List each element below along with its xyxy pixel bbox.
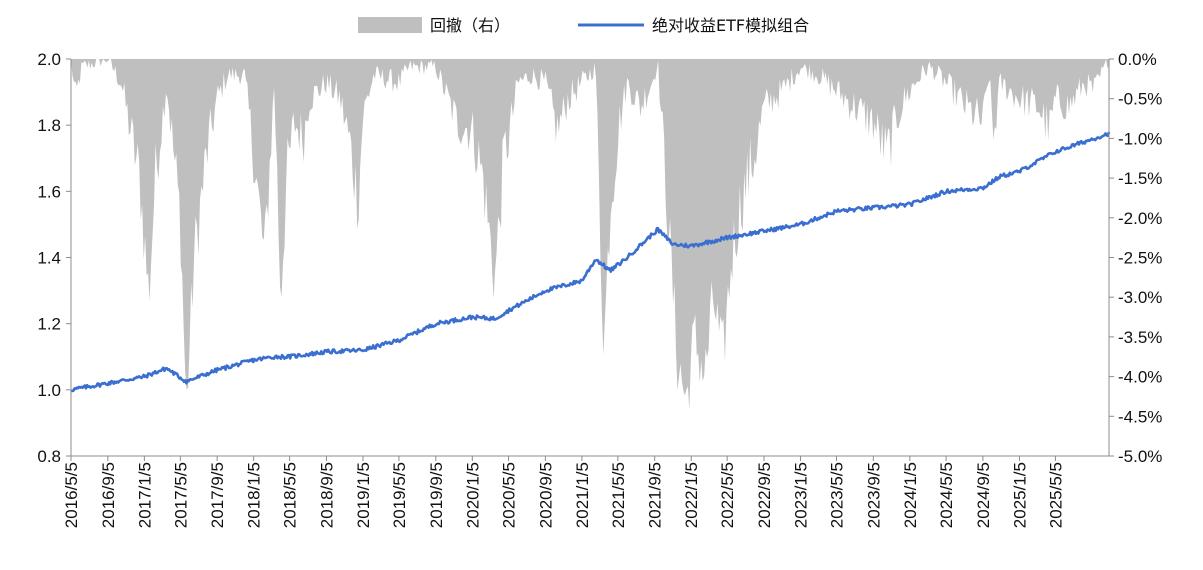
x-tick-label: 2024/5/5 (937, 462, 956, 528)
y-right-tick-label: -4.5% (1118, 407, 1162, 426)
x-tick-label: 2022/9/5 (755, 462, 774, 528)
x-tick-label: 2021/1/5 (573, 462, 592, 528)
x-tick-label: 2018/5/5 (281, 462, 300, 528)
x-tick-label: 2023/9/5 (864, 462, 883, 528)
legend-swatch-drawdown (358, 17, 422, 33)
y-left-tick-label: 0.8 (37, 447, 61, 466)
x-tick-label: 2018/9/5 (317, 462, 336, 528)
x-tick-label: 2023/5/5 (827, 462, 846, 528)
y-left-tick-label: 1.4 (37, 249, 61, 268)
x-tick-label: 2022/1/5 (682, 462, 701, 528)
legend-label-portfolio: 绝对收益ETF模拟组合 (652, 16, 809, 35)
x-tick-label: 2025/1/5 (1010, 462, 1029, 528)
legend: 回撤（右） 绝对收益ETF模拟组合 (358, 16, 809, 35)
x-tick-label: 2017/1/5 (135, 462, 154, 528)
x-tick-label: 2019/9/5 (427, 462, 446, 528)
x-tick-label: 2016/5/5 (62, 462, 81, 528)
x-tick-label: 2020/5/5 (500, 462, 519, 528)
drawdown-area (71, 59, 1109, 411)
x-tick-label: 2021/5/5 (609, 462, 628, 528)
y-left-tick-label: 1.2 (37, 315, 61, 334)
x-tick-label: 2024/9/5 (974, 462, 993, 528)
y-right-tick-label: -2.0% (1118, 209, 1162, 228)
x-tick-label: 2017/5/5 (171, 462, 190, 528)
x-tick-label: 2023/1/5 (792, 462, 811, 528)
x-tick-label: 2021/9/5 (646, 462, 665, 528)
x-tick-label: 2019/1/5 (354, 462, 373, 528)
x-tick-label: 2016/9/5 (99, 462, 118, 528)
y-right-tick-label: -4.0% (1118, 368, 1162, 387)
y-right-tick-label: -1.0% (1118, 129, 1162, 148)
y-left-tick-label: 1.6 (37, 182, 61, 201)
y-right-tick-label: -3.5% (1118, 328, 1162, 347)
x-tick-label: 2025/5/5 (1046, 462, 1065, 528)
y-right-tick-label: -2.5% (1118, 249, 1162, 268)
y-right-tick-label: -1.5% (1118, 169, 1162, 188)
portfolio-line (70, 131, 1111, 393)
x-tick-label: 2020/1/5 (463, 462, 482, 528)
x-tick-label: 2018/1/5 (245, 462, 264, 528)
x-tick-label: 2019/5/5 (390, 462, 409, 528)
y-right-tick-label: 0.0% (1118, 50, 1157, 69)
y-left-tick-label: 1.8 (37, 116, 61, 135)
y-right-tick-label: -3.0% (1118, 288, 1162, 307)
legend-label-drawdown: 回撤（右） (430, 16, 510, 35)
y-right-tick-label: -0.5% (1118, 90, 1162, 109)
y-right-tick-label: -5.0% (1118, 447, 1162, 466)
x-tick-label: 2022/5/5 (718, 462, 737, 528)
y-left-tick-label: 1.0 (37, 381, 61, 400)
x-tick-label: 2024/1/5 (901, 462, 920, 528)
x-tick-label: 2017/9/5 (208, 462, 227, 528)
y-left-tick-label: 2.0 (37, 50, 61, 69)
x-tick-label: 2020/9/5 (536, 462, 555, 528)
